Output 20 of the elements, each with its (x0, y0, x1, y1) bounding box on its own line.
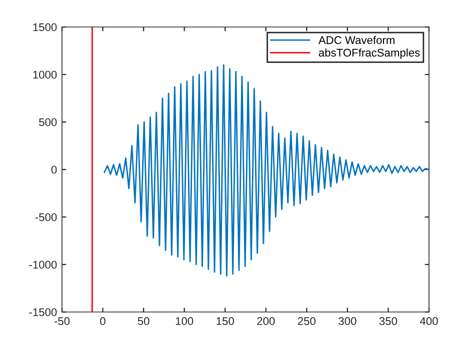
legend-label: absTOFfracSamples (318, 48, 420, 59)
x-tick-label: 400 (420, 317, 438, 326)
y-tick-label: 0 (51, 166, 57, 174)
legend-label: ADC Waveform (318, 36, 394, 44)
x-tick-label: 300 (338, 317, 356, 326)
x-tick-label: 50 (138, 317, 150, 326)
x-tick-label: 200 (257, 317, 275, 326)
x-tick-label: 0 (100, 317, 106, 326)
x-tick-label: 100 (176, 317, 194, 326)
y-tick-label: -1000 (29, 260, 57, 269)
x-tick-label: 250 (298, 317, 316, 326)
y-tick-label: 1000 (33, 70, 57, 79)
y-tick-label: 500 (39, 118, 57, 126)
x-tick-label: 350 (379, 317, 398, 326)
x-tick-label: -50 (54, 317, 70, 326)
y-tick-label: -500 (35, 213, 57, 222)
y-tick-label: -1500 (29, 308, 57, 316)
line-series (104, 64, 429, 277)
x-tick-label: 150 (216, 317, 234, 326)
y-tick-label: 1500 (33, 23, 57, 32)
